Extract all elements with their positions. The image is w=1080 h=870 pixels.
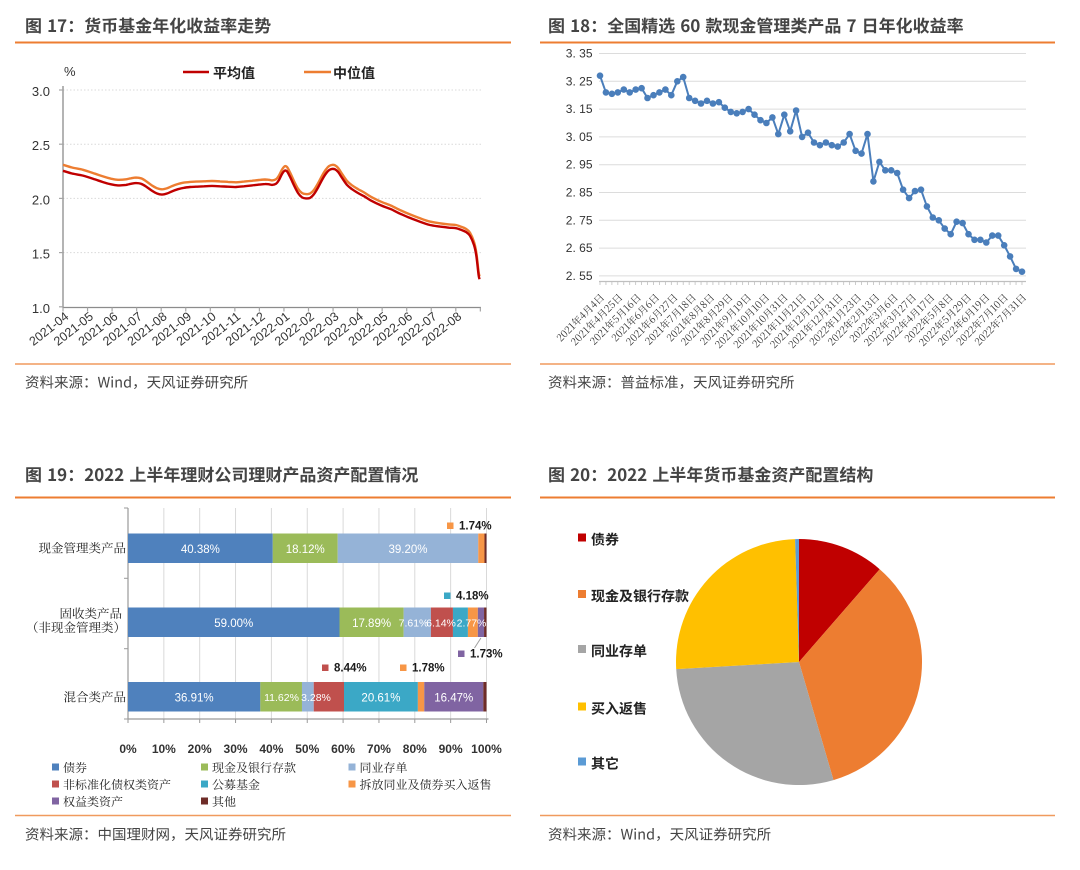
svg-text:2. 65: 2. 65 bbox=[566, 241, 593, 255]
svg-text:2.5: 2.5 bbox=[32, 138, 50, 153]
svg-text:39.20%: 39.20% bbox=[388, 544, 427, 556]
svg-text:2. 85: 2. 85 bbox=[566, 186, 593, 200]
svg-text:3. 15: 3. 15 bbox=[566, 102, 593, 116]
svg-text:100%: 100% bbox=[471, 742, 502, 756]
svg-text:3. 25: 3. 25 bbox=[566, 74, 593, 88]
svg-text:80%: 80% bbox=[403, 742, 427, 756]
svg-text:6.14%: 6.14% bbox=[426, 618, 456, 630]
svg-text:7.61%: 7.61% bbox=[399, 618, 429, 630]
svg-text:17.89%: 17.89% bbox=[352, 618, 391, 630]
svg-text:4.18%: 4.18% bbox=[456, 591, 489, 603]
svg-text:1.78%: 1.78% bbox=[412, 663, 445, 675]
svg-text:%: % bbox=[64, 64, 76, 79]
svg-text:50%: 50% bbox=[295, 742, 319, 756]
svg-text:40.38%: 40.38% bbox=[181, 544, 220, 556]
svg-text:10%: 10% bbox=[152, 742, 176, 756]
svg-text:0%: 0% bbox=[119, 742, 137, 756]
svg-text:3.28%: 3.28% bbox=[301, 692, 331, 704]
svg-text:30%: 30% bbox=[224, 742, 248, 756]
svg-text:90%: 90% bbox=[439, 742, 463, 756]
svg-text:60%: 60% bbox=[331, 742, 355, 756]
svg-text:2. 95: 2. 95 bbox=[566, 158, 593, 172]
svg-text:36.91%: 36.91% bbox=[175, 693, 214, 705]
svg-text:20.61%: 20.61% bbox=[361, 693, 400, 705]
svg-text:16.47%: 16.47% bbox=[434, 693, 473, 705]
svg-text:2.0: 2.0 bbox=[32, 192, 50, 207]
svg-text:18.12%: 18.12% bbox=[286, 544, 325, 556]
svg-text:59.00%: 59.00% bbox=[214, 618, 253, 630]
svg-text:2. 55: 2. 55 bbox=[566, 269, 593, 283]
svg-text:11.62%: 11.62% bbox=[264, 692, 299, 704]
svg-text:2. 75: 2. 75 bbox=[566, 213, 593, 227]
svg-text:40%: 40% bbox=[259, 742, 283, 756]
svg-text:3. 35: 3. 35 bbox=[566, 47, 593, 61]
svg-text:1.74%: 1.74% bbox=[459, 521, 492, 533]
svg-text:8.44%: 8.44% bbox=[334, 663, 367, 675]
svg-text:1.5: 1.5 bbox=[32, 247, 50, 262]
svg-text:70%: 70% bbox=[367, 742, 391, 756]
svg-text:20%: 20% bbox=[188, 742, 212, 756]
svg-text:2.77%: 2.77% bbox=[457, 618, 487, 630]
svg-text:3.0: 3.0 bbox=[32, 84, 50, 99]
svg-text:3. 05: 3. 05 bbox=[566, 130, 593, 144]
svg-text:1.0: 1.0 bbox=[32, 301, 50, 316]
svg-text:1.73%: 1.73% bbox=[470, 649, 503, 661]
